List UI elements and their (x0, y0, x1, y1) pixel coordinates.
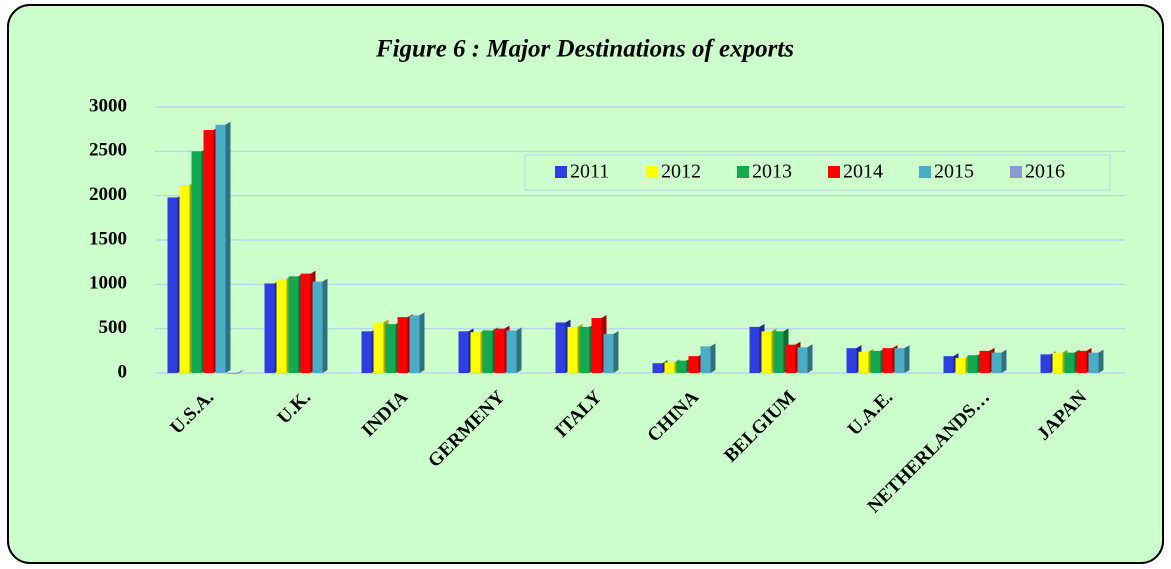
bar (191, 151, 202, 373)
bar (300, 273, 311, 373)
bar (482, 330, 493, 373)
bar (276, 279, 287, 373)
bar (312, 281, 323, 373)
bar (506, 330, 517, 373)
bar (700, 346, 711, 373)
bar-side (419, 312, 425, 373)
bar-side (1001, 349, 1007, 373)
legend-swatch (555, 166, 567, 178)
bar (470, 332, 481, 373)
bar (1088, 352, 1099, 373)
bar (603, 333, 614, 373)
bar (227, 373, 238, 374)
y-tick-label: 1500 (89, 228, 127, 249)
bar (1052, 352, 1063, 373)
bar (361, 331, 372, 373)
y-tick-label: 500 (99, 317, 128, 338)
bar (652, 363, 663, 373)
bar-side (322, 278, 328, 373)
bar (773, 331, 784, 373)
bar (494, 328, 505, 373)
bar (967, 355, 978, 373)
bar (409, 315, 420, 373)
bar (664, 362, 675, 373)
legend-label: 2012 (661, 161, 701, 183)
legend-label: 2015 (934, 161, 974, 183)
bar (1040, 354, 1051, 373)
y-tick-label: 3000 (89, 95, 127, 116)
bar (264, 283, 275, 373)
bar (373, 322, 384, 373)
bar (288, 276, 299, 373)
bar-side (613, 330, 619, 373)
legend-swatch (737, 166, 749, 178)
legend-swatch (646, 166, 658, 178)
bar (397, 317, 408, 373)
bar (943, 356, 954, 373)
bar (991, 352, 1002, 373)
legend-label: 2013 (752, 161, 792, 183)
bar (882, 348, 893, 373)
bar-side (237, 370, 243, 374)
bar (688, 356, 699, 373)
chart-title: Figure 6 : Major Destinations of exports (375, 36, 794, 63)
y-tick-label: 0 (118, 361, 128, 382)
bar-side (225, 121, 231, 373)
bar (894, 348, 905, 373)
bar (797, 347, 808, 373)
bar (579, 326, 590, 373)
bar (179, 185, 190, 373)
bar (979, 350, 990, 373)
bar (167, 197, 178, 373)
bar (858, 351, 869, 373)
bar-side (1098, 349, 1104, 373)
bar-side (807, 344, 813, 373)
bar (591, 318, 602, 373)
bar (385, 324, 396, 373)
bar (761, 331, 772, 373)
legend-box (524, 154, 1111, 191)
bar (1064, 352, 1075, 373)
y-tick-label: 2000 (89, 184, 127, 205)
bar (215, 124, 226, 373)
bar (846, 348, 857, 373)
legend-label: 2014 (843, 161, 883, 183)
bar (955, 357, 966, 373)
bar (458, 331, 469, 373)
legend-label: 2011 (570, 161, 609, 183)
legend-swatch (1010, 166, 1022, 178)
bar-side (904, 345, 910, 373)
legend-label: 2016 (1025, 161, 1065, 183)
bar-side (710, 343, 716, 373)
bar-side (516, 327, 522, 373)
bar (870, 350, 881, 373)
y-tick-label: 2500 (89, 140, 127, 161)
bar (567, 326, 578, 373)
legend-swatch (919, 166, 931, 178)
y-tick-label: 1000 (89, 273, 127, 294)
legend-swatch (828, 166, 840, 178)
bar (203, 130, 214, 373)
bar (676, 360, 687, 373)
bar (1076, 350, 1087, 373)
bar (785, 344, 796, 373)
bar (555, 322, 566, 373)
bar (749, 326, 760, 373)
